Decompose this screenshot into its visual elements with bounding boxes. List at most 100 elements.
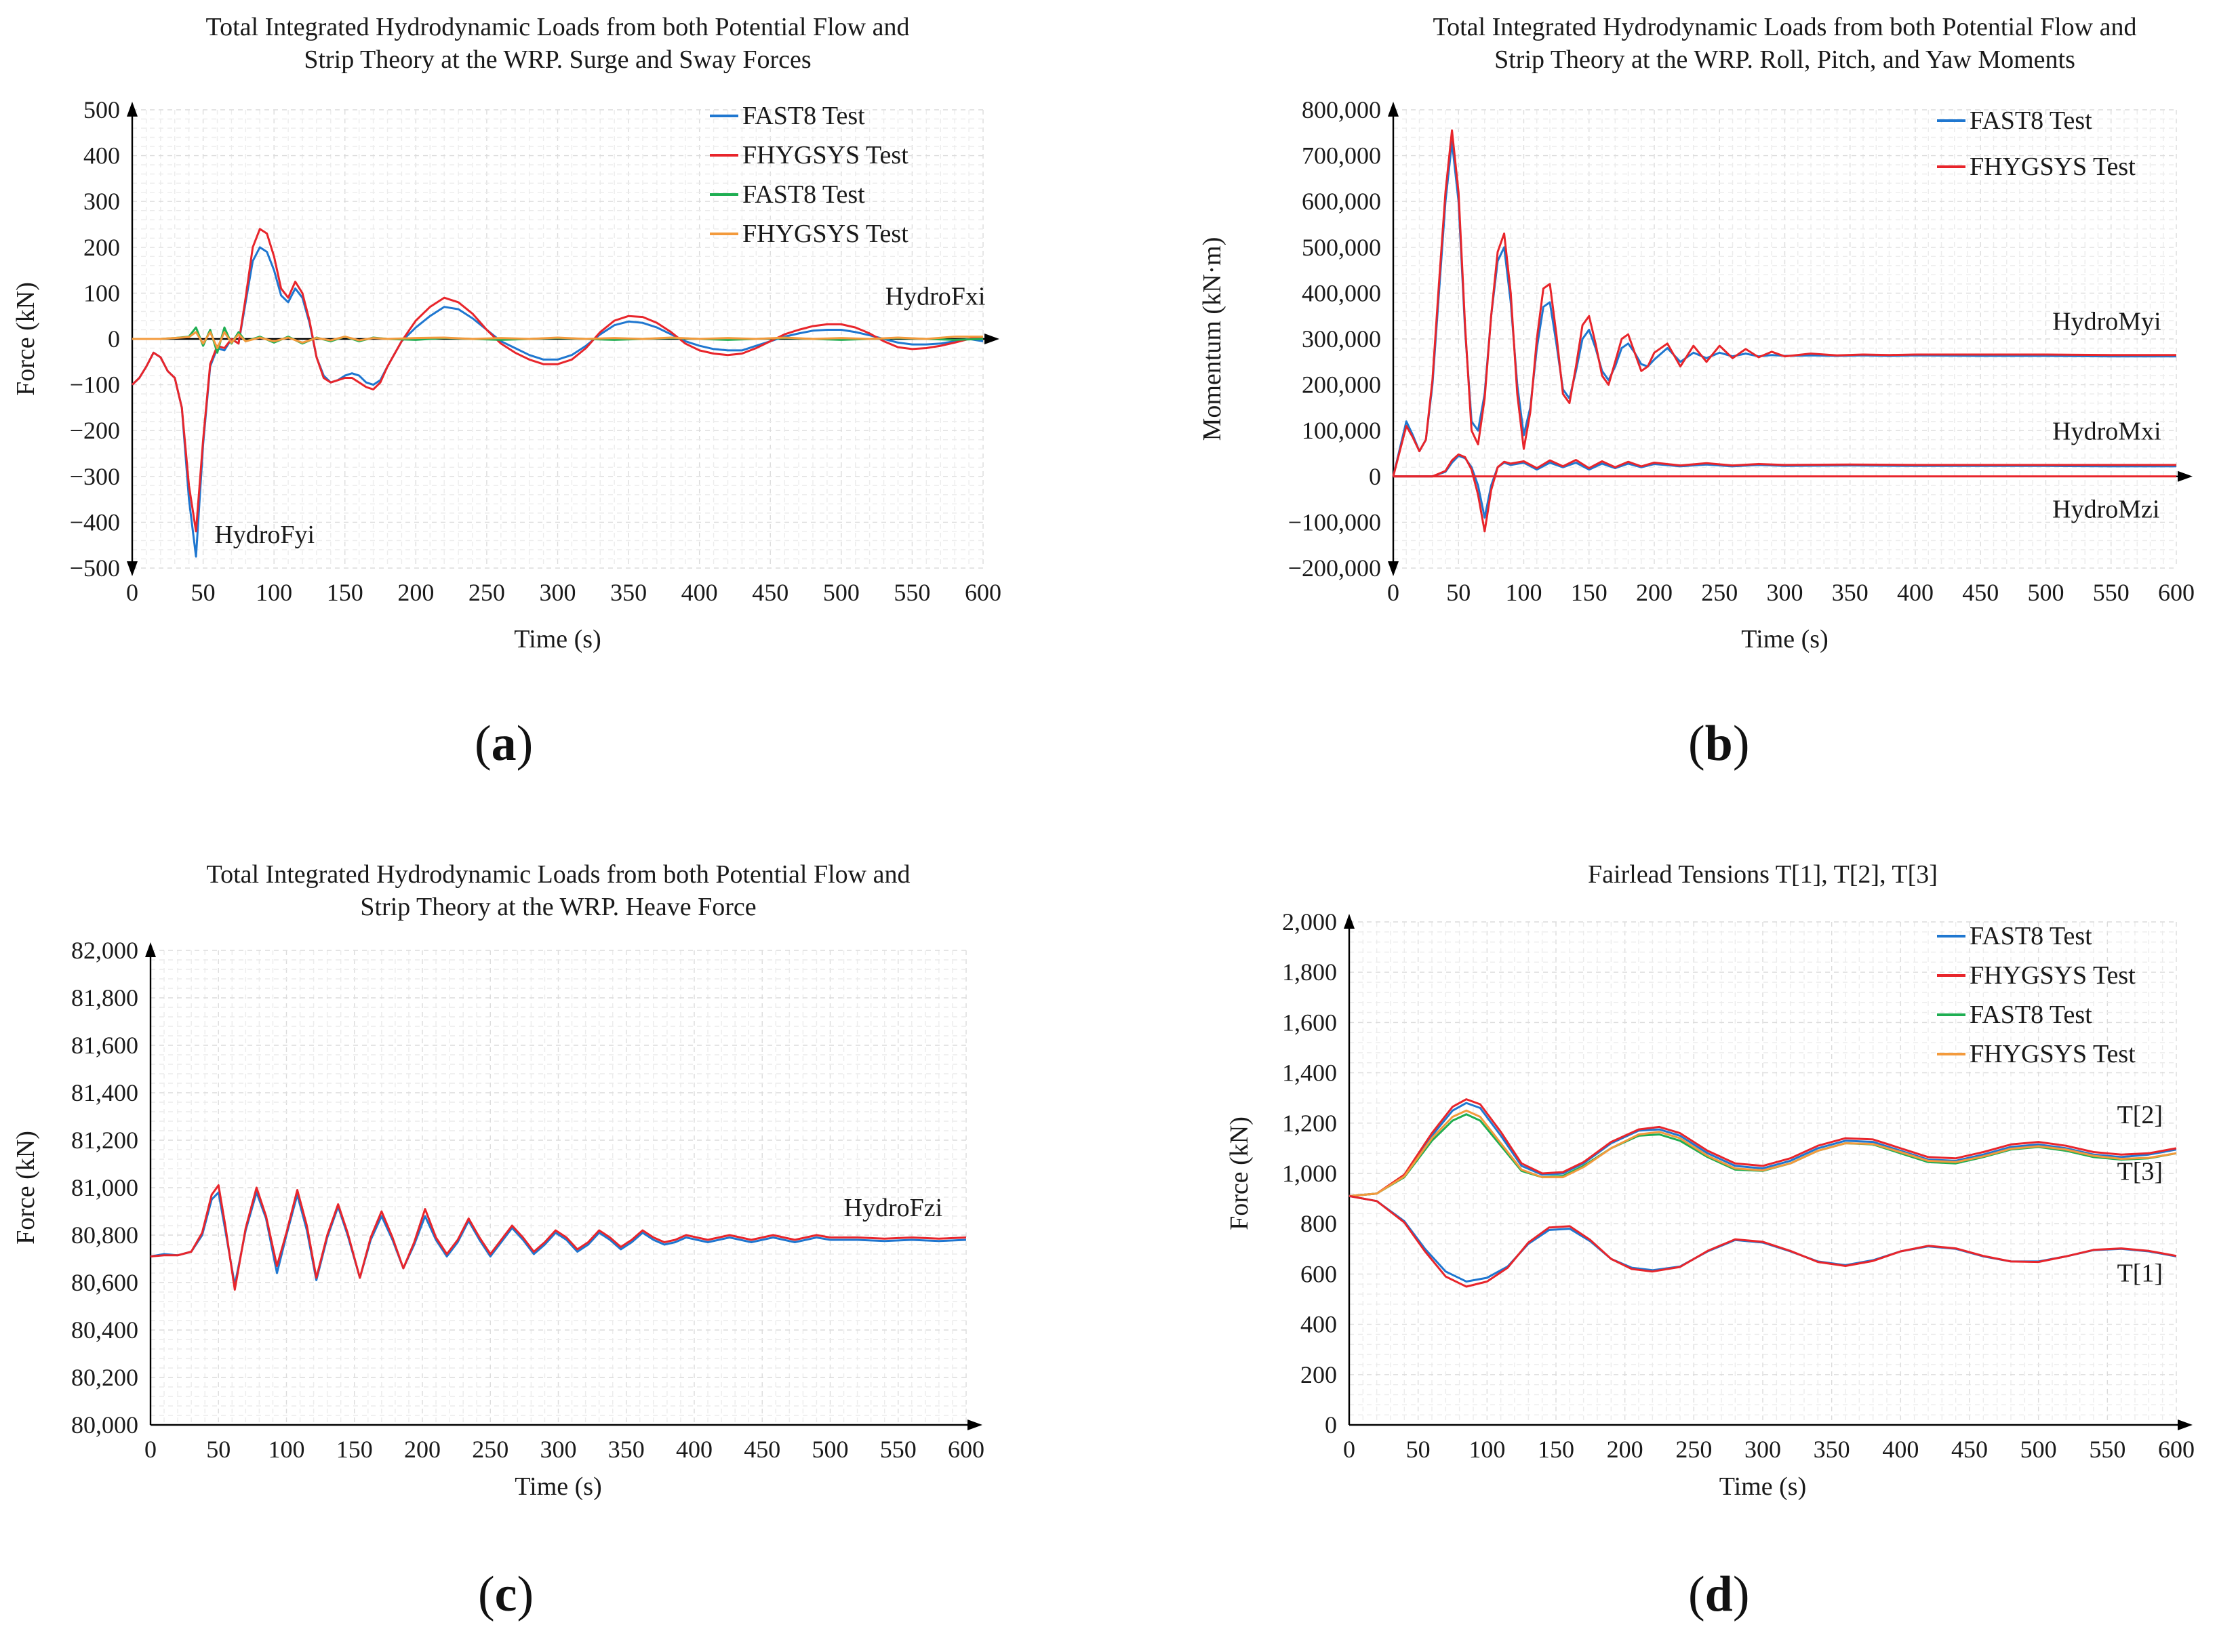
series-line: [1349, 1109, 2177, 1197]
legend-label: FHYGSYS Test: [1970, 153, 2136, 181]
y-axis-label: Force (kN): [12, 282, 40, 396]
y-tick-label: −100,000: [1288, 508, 1381, 536]
x-tick-label: 250: [472, 1436, 508, 1463]
annotation-label: HydroFxi: [885, 282, 986, 310]
x-tick-label: 500: [2020, 1436, 2057, 1463]
caption-c: (c): [478, 1567, 534, 1622]
x-axis-label: Time (s): [1741, 625, 1828, 653]
y-tick-label: 500: [83, 96, 120, 123]
x-tick-label: 400: [1897, 579, 1934, 606]
x-tick-label: 50: [191, 579, 216, 606]
x-tick-label: 550: [2089, 1436, 2125, 1463]
x-tick-label: 250: [1701, 579, 1738, 606]
x-tick-label: 200: [404, 1436, 441, 1463]
chart-d: Fairlead Tensions T[1], T[2], T[3] 0 50 100…: [1225, 860, 2195, 1501]
x-axis-arrow: [2178, 470, 2193, 482]
y-tick-label: 0: [1369, 463, 1381, 490]
x-tick-label: 150: [336, 1436, 373, 1463]
x-tick-label: 50: [206, 1436, 231, 1463]
y-tick-label: 400,000: [1302, 279, 1381, 306]
x-tick-label: 400: [1882, 1436, 1919, 1463]
series-line: [1349, 1098, 2177, 1197]
x-axis-label: Time (s): [515, 1472, 601, 1501]
y-tick-label: 80,000: [71, 1411, 138, 1438]
legend-label: FAST8 Test: [742, 102, 865, 130]
y-tick-label: 82,000: [71, 937, 138, 964]
legend-label: FHYGSYS Test: [1970, 961, 2136, 990]
y-tick-label: −200,000: [1288, 555, 1381, 582]
series-line: [132, 331, 983, 349]
x-tick-label: 600: [965, 579, 1001, 606]
chart-a: Total Integrated Hydrodynamic Loads from…: [12, 13, 1001, 653]
x-tick-label: 150: [1538, 1436, 1574, 1463]
x-tick-label: 350: [610, 579, 647, 606]
y-tick-label: 100,000: [1302, 417, 1381, 444]
chart-title-line: Strip Theory at the WRP. Surge and Sway …: [304, 45, 811, 74]
x-tick-label: 500: [823, 579, 860, 606]
y-tick-label: 80,200: [71, 1364, 138, 1391]
series-line: [1349, 1194, 2177, 1288]
x-tick-label: 600: [2158, 1436, 2195, 1463]
legend-label: FAST8 Test: [1970, 1001, 2092, 1029]
chart-title-line: Strip Theory at the WRP. Heave Force: [360, 893, 756, 921]
x-tick-label: 50: [1446, 579, 1471, 606]
y-tick-label: 400: [1300, 1311, 1337, 1338]
x-tick-label: 350: [1832, 579, 1869, 606]
chart-title-line: Total Integrated Hydrodynamic Loads from…: [207, 860, 911, 889]
chart-title-line: Fairlead Tensions T[1], T[2], T[3]: [1588, 860, 1938, 889]
y-tick-label: 800: [1300, 1210, 1337, 1237]
legend-label: FHYGSYS Test: [742, 141, 908, 169]
x-tick-label: 300: [1744, 1436, 1781, 1463]
annotation-label: HydroFyi: [214, 521, 315, 549]
chart-panel-c: Total Integrated Hydrodynamic Loads from…: [0, 847, 1108, 1525]
y-tick-label: 81,000: [71, 1174, 138, 1201]
x-axis-arrow: [967, 1419, 982, 1430]
y-tick-label: 600: [1300, 1260, 1337, 1287]
x-tick-label: 600: [2158, 579, 2195, 606]
y-tick-label: 800,000: [1302, 96, 1381, 123]
x-tick-label: 500: [812, 1436, 849, 1463]
x-tick-label: 200: [397, 579, 434, 606]
y-tick-label: 600,000: [1302, 188, 1381, 215]
y-tick-label: −400: [70, 508, 120, 536]
series-line: [1392, 129, 2176, 477]
y-axis-label: Force (kN): [12, 1131, 40, 1245]
y-tick-label: 0: [1325, 1411, 1337, 1438]
x-tick-label: 350: [608, 1436, 645, 1463]
caption-d: (d): [1688, 1567, 1750, 1622]
x-tick-label: 0: [144, 1436, 157, 1463]
y-tick-label: 80,600: [71, 1269, 138, 1296]
y-tick-label: 1,600: [1282, 1009, 1337, 1036]
y-tick-label: 1,800: [1282, 959, 1337, 986]
y-tick-label: 700,000: [1302, 142, 1381, 169]
y-axis-label: Force (kN): [1225, 1116, 1254, 1230]
chart-title-line: Total Integrated Hydrodynamic Loads from…: [1433, 13, 2137, 41]
series-line: [1393, 453, 2176, 533]
chart-c: Total Integrated Hydrodynamic Loads from…: [12, 860, 984, 1501]
x-tick-label: 100: [1469, 1436, 1505, 1463]
y-axis-arrow-down: [127, 561, 138, 576]
x-axis-arrow: [984, 334, 999, 344]
y-tick-label: 1,000: [1282, 1160, 1337, 1187]
x-tick-label: 150: [1571, 579, 1607, 606]
x-tick-label: 100: [256, 579, 292, 606]
legend-label: FAST8 Test: [742, 180, 865, 209]
annotation-label: HydroFzi: [844, 1194, 943, 1222]
chart-panel-b: Total Integrated Hydrodynamic Loads from…: [1108, 0, 2217, 813]
x-tick-label: 300: [1767, 579, 1803, 606]
y-tick-label: 81,800: [71, 984, 138, 1011]
y-axis-arrow-up: [1388, 102, 1399, 117]
y-tick-label: 100: [83, 279, 120, 306]
x-tick-label: 550: [894, 579, 930, 606]
x-tick-label: 250: [468, 579, 505, 606]
x-tick-label: 150: [327, 579, 363, 606]
x-axis-label: Time (s): [1719, 1472, 1806, 1501]
x-tick-label: 450: [1951, 1436, 1988, 1463]
annotation-label: HydroMzi: [2052, 496, 2159, 524]
x-tick-label: 450: [1962, 579, 1999, 606]
y-tick-label: −200: [70, 417, 120, 444]
x-tick-label: 400: [681, 579, 718, 606]
legend-label: FAST8 Test: [1970, 922, 2092, 950]
x-tick-label: 100: [268, 1436, 305, 1463]
x-tick-label: 450: [752, 579, 788, 606]
